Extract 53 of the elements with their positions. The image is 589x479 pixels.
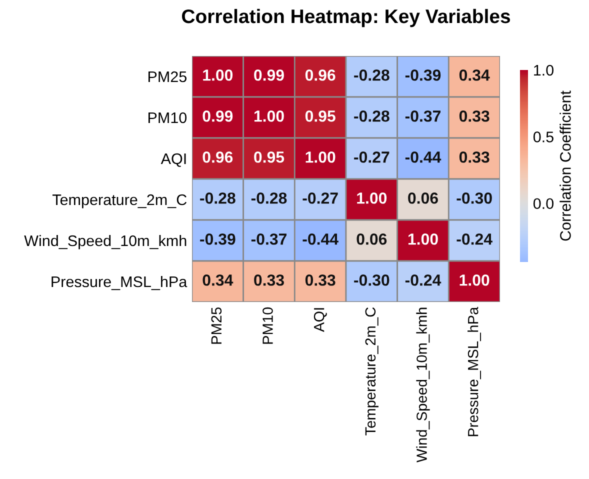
data-label: 0.96 bbox=[202, 151, 233, 163]
data-label: 0.06 bbox=[408, 192, 438, 204]
data-label: 0.33 bbox=[305, 274, 336, 286]
data-label: 0.33 bbox=[459, 110, 490, 122]
color-bar-title: Correlation Coefficient bbox=[560, 90, 571, 241]
x-tick-label: PM25 bbox=[211, 307, 222, 344]
data-label: 0.99 bbox=[254, 69, 284, 81]
data-label: 0.96 bbox=[305, 69, 336, 81]
y-tick-label: Pressure_MSL_hPa bbox=[52, 276, 188, 290]
data-label: -0.39 bbox=[200, 233, 236, 245]
data-label: -0.30 bbox=[456, 192, 492, 204]
x-tick-label: Temperature_2m_C bbox=[365, 307, 378, 436]
data-label: 1.00 bbox=[306, 151, 336, 163]
data-label: 0.34 bbox=[202, 274, 234, 286]
data-label: -0.39 bbox=[405, 69, 441, 81]
data-label: -0.30 bbox=[354, 274, 390, 286]
data-label: 1.00 bbox=[203, 69, 233, 81]
data-label: 1.00 bbox=[408, 233, 438, 245]
y-tick-label: PM25 bbox=[148, 71, 186, 82]
data-label: -0.28 bbox=[251, 192, 287, 204]
data-label: -0.27 bbox=[354, 151, 390, 163]
data-label: 0.95 bbox=[254, 151, 284, 163]
data-label: -0.24 bbox=[456, 233, 492, 245]
data-label: -0.28 bbox=[354, 69, 390, 81]
y-tick-label: PM10 bbox=[148, 112, 187, 124]
y-tick-label: AQI bbox=[160, 153, 186, 167]
x-tick-label: Pressure_MSL_hPa bbox=[468, 306, 482, 436]
color-bar-label: 1.0 bbox=[534, 64, 554, 76]
x-tick-label: Wind_Speed_10m_kmh bbox=[416, 308, 430, 462]
data-label: -0.37 bbox=[405, 110, 440, 122]
data-label: -0.28 bbox=[200, 192, 236, 204]
data-label: 0.95 bbox=[305, 110, 336, 122]
data-label: 1.00 bbox=[254, 110, 284, 122]
data-label: 0.99 bbox=[202, 110, 233, 122]
color-bar-label: 0.0 bbox=[533, 198, 554, 210]
data-label: 0.34 bbox=[459, 69, 490, 81]
y-tick-label: Temperature_2m_C bbox=[52, 194, 187, 208]
y-tick-label: Wind_Speed_10m_kmh bbox=[24, 234, 186, 250]
x-tick-label: PM10 bbox=[262, 307, 273, 344]
data-label: -0.28 bbox=[354, 110, 390, 122]
data-label: -0.37 bbox=[251, 233, 286, 245]
data-label: 1.00 bbox=[460, 274, 490, 286]
data-label: -0.27 bbox=[302, 192, 338, 204]
data-label: 0.33 bbox=[254, 274, 284, 286]
data-label: 0.33 bbox=[459, 151, 490, 163]
color-bar-label: 0.5 bbox=[533, 132, 554, 142]
chart-title: Correlation Heatmap: Key Variables bbox=[182, 8, 510, 28]
x-tick-label: AQI bbox=[314, 308, 327, 332]
data-label: -0.44 bbox=[405, 151, 442, 163]
data-label: -0.44 bbox=[302, 233, 338, 245]
data-label: 1.00 bbox=[357, 192, 387, 204]
data-label: -0.24 bbox=[405, 274, 442, 286]
data-label: 0.06 bbox=[356, 233, 387, 245]
